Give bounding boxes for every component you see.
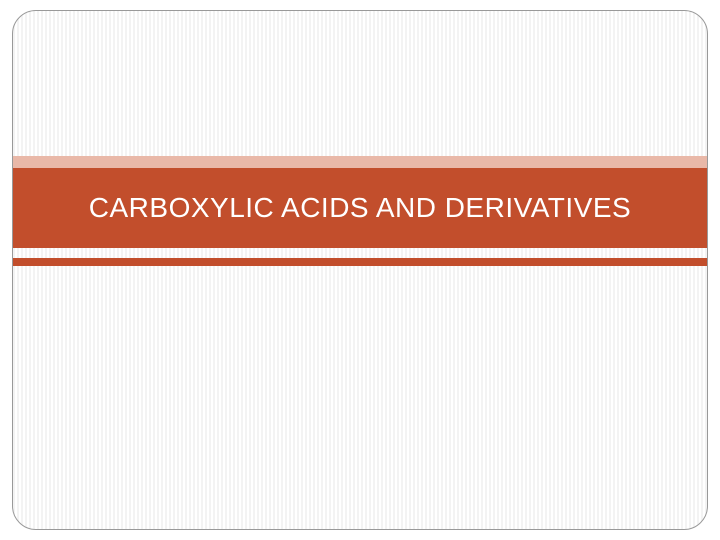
slide-frame: CARBOXYLIC ACIDS AND DERIVATIVES [12,10,708,530]
bottom-accent-band [13,258,707,266]
slide-title: CARBOXYLIC ACIDS AND DERIVATIVES [89,192,631,224]
spacer-band [13,248,707,258]
title-band: CARBOXYLIC ACIDS AND DERIVATIVES [13,168,707,248]
title-band-container: CARBOXYLIC ACIDS AND DERIVATIVES [13,156,707,266]
top-accent-band [13,156,707,168]
